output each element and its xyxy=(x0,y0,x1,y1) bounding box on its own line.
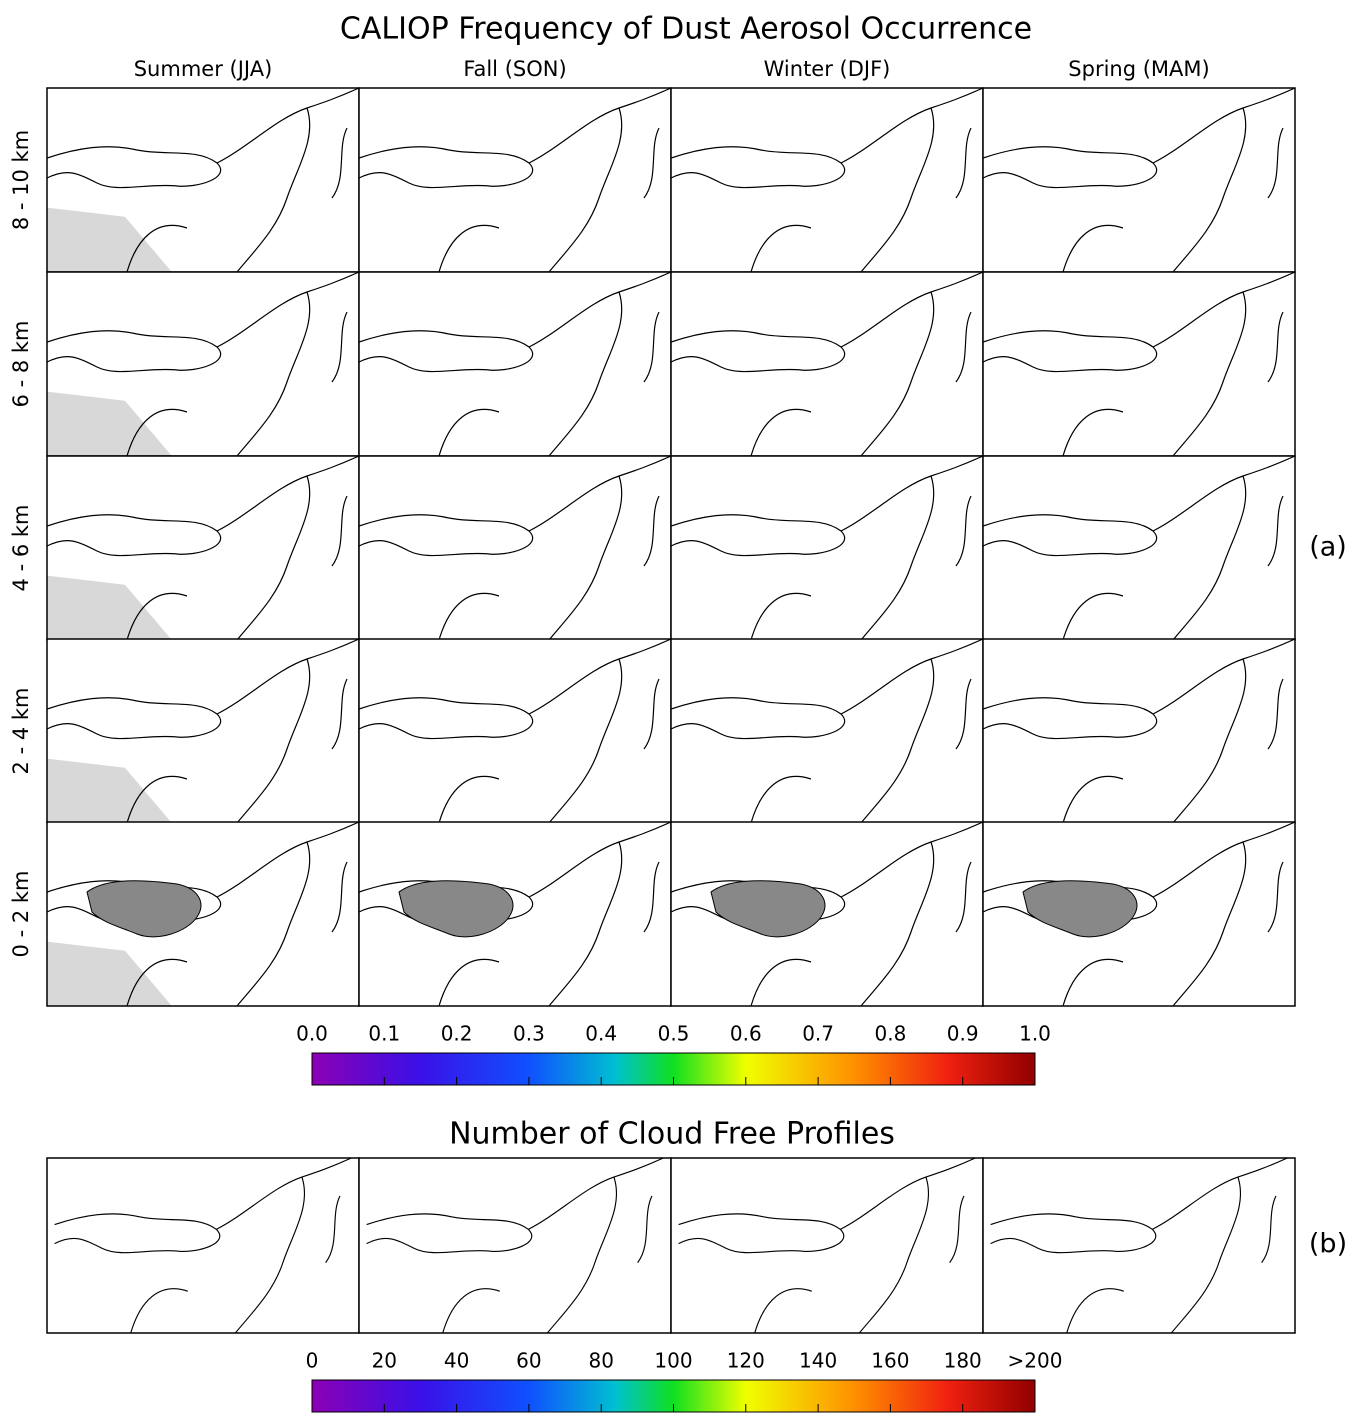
map-panel xyxy=(671,88,983,272)
colorbar-tick-label: 0.4 xyxy=(585,1022,617,1046)
map-panel xyxy=(983,272,1295,456)
map-panel xyxy=(671,272,983,456)
map-panel xyxy=(359,272,671,456)
colorbar-tick-label: 100 xyxy=(654,1349,692,1373)
colorbar-tick-label: 0 xyxy=(306,1349,319,1373)
map-panel xyxy=(359,639,671,823)
map-panel xyxy=(47,1158,359,1333)
colorbar-tick-label: 0.6 xyxy=(730,1022,762,1046)
colorbar-tick-label: 120 xyxy=(727,1349,765,1373)
no-data-region xyxy=(47,941,172,1006)
no-data-region xyxy=(47,575,172,640)
map-panel xyxy=(983,88,1295,272)
colorbar-tick-label: 0.8 xyxy=(874,1022,906,1046)
colorbar-tick-label: 80 xyxy=(588,1349,613,1373)
map-panel xyxy=(671,639,983,823)
row-label: 0 - 2 km xyxy=(9,871,33,958)
colorbar-tick-label: 0.1 xyxy=(368,1022,400,1046)
panel-label: (a) xyxy=(1309,532,1347,563)
no-data-region xyxy=(47,391,172,456)
map-panel xyxy=(359,1158,671,1333)
colorbar-tick-label: 160 xyxy=(871,1349,909,1373)
map-panel xyxy=(359,88,671,272)
colorbar-tick-label: 180 xyxy=(944,1349,982,1373)
column-label: Winter (DJF) xyxy=(764,57,891,81)
colorbar-tick-label: 1.0 xyxy=(1019,1022,1051,1046)
colorbar-tick-label: 0.2 xyxy=(441,1022,473,1046)
colorbar-tick-label: 20 xyxy=(372,1349,397,1373)
map-panel xyxy=(671,1158,983,1333)
row-label: 4 - 6 km xyxy=(9,505,33,592)
column-label: Summer (JJA) xyxy=(134,57,273,81)
row-label: 2 - 4 km xyxy=(9,688,33,775)
map-panel xyxy=(671,456,983,640)
colorbar-tick-label: 0.7 xyxy=(802,1022,834,1046)
colorbar-tick-label: 0.3 xyxy=(513,1022,545,1046)
panel-frame xyxy=(982,1157,1296,1334)
colorbar-tick-label: 0.9 xyxy=(947,1022,979,1046)
row-label: 6 - 8 km xyxy=(9,321,33,408)
colorbar-tick-label: 140 xyxy=(799,1349,837,1373)
panel-frame xyxy=(982,821,1296,1007)
map-panel xyxy=(983,456,1295,640)
colorbar-tick-label: 0.5 xyxy=(658,1022,690,1046)
chart-title: CALIOP Frequency of Dust Aerosol Occurre… xyxy=(340,12,1032,47)
no-data-region xyxy=(47,207,172,272)
colorbar-tick-label: 0.0 xyxy=(296,1022,328,1046)
column-label: Fall (SON) xyxy=(463,57,566,81)
map-panel xyxy=(359,456,671,640)
map-panel xyxy=(983,1158,1295,1333)
no-data-region xyxy=(47,758,172,823)
colorbar-tick-label: >200 xyxy=(1008,1349,1063,1373)
chart-title: Number of Cloud Free Profiles xyxy=(449,1117,895,1152)
row-label: 8 - 10 km xyxy=(9,130,33,230)
column-label: Spring (MAM) xyxy=(1068,57,1209,81)
panel-label: (b) xyxy=(1309,1229,1347,1260)
colorbar-tick-label: 40 xyxy=(444,1349,469,1373)
map-panel xyxy=(983,639,1295,823)
colorbar-tick-label: 60 xyxy=(516,1349,541,1373)
